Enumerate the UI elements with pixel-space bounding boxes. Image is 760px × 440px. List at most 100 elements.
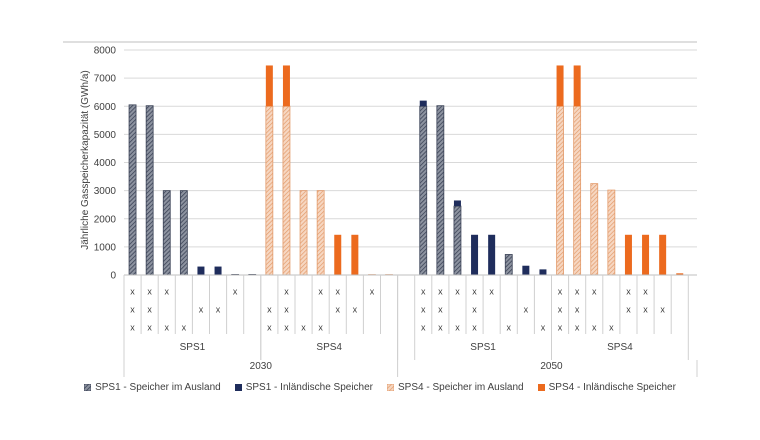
table-mark: x — [660, 305, 665, 315]
scenario-label: SPS4 — [316, 342, 342, 353]
table-mark: x — [541, 323, 546, 333]
table-mark: x — [592, 323, 597, 333]
bar-domestic — [556, 65, 564, 107]
table-mark: x — [165, 287, 170, 297]
table-mark: x — [507, 323, 512, 333]
bar-abroad — [282, 105, 291, 276]
bar-domestic — [351, 234, 359, 275]
y-tick-labels: 0 1000 2000 3000 4000 5000 6000 7000 8000 — [94, 46, 117, 282]
bar-domestic — [197, 266, 205, 275]
bar-abroad — [607, 189, 616, 276]
table-mark: x — [472, 305, 477, 315]
scenario-label: SPS1 — [470, 342, 496, 353]
bar-abroad — [145, 105, 154, 276]
legend-item-sps1-domestic: SPS1 - Inländische Speicher — [234, 381, 373, 393]
table-mark: x — [489, 287, 494, 297]
table-mark: x — [421, 305, 426, 315]
legend-swatch-sps4-abroad — [387, 383, 394, 391]
table-mark: x — [438, 287, 443, 297]
bar-domestic — [624, 234, 632, 275]
legend-item-sps1-abroad: SPS1 - Speicher im Ausland — [84, 382, 221, 393]
legend-item-sps4-domestic: SPS4 - Inländische Speicher — [537, 381, 676, 393]
table-mark: x — [575, 305, 580, 315]
table-mark: x — [147, 323, 152, 333]
legend-swatch-sps4-domestic — [537, 383, 545, 391]
y-axis-label: Jährliche Gasspeicherkapazität (GWh/a) — [80, 70, 91, 250]
y-tick-label: 7000 — [94, 74, 117, 85]
bar-abroad — [504, 254, 513, 276]
bar-abroad — [573, 105, 582, 276]
table-mark: x — [318, 323, 323, 333]
table-mark: x — [558, 287, 563, 297]
table-mark: x — [370, 287, 375, 297]
table-mark: x — [284, 323, 289, 333]
bar-abroad — [299, 190, 308, 276]
y-tick-label: 0 — [110, 271, 116, 282]
table-mark: x — [592, 287, 597, 297]
legend-item-sps4-abroad: SPS4 - Speicher im Ausland — [387, 382, 524, 393]
y-tick-label: 2000 — [94, 214, 117, 225]
table-mark: x — [438, 305, 443, 315]
legend-label-sps1-domestic: SPS1 - Inländische Speicher — [245, 381, 373, 393]
bar-abroad — [419, 105, 428, 276]
bar-abroad — [128, 104, 137, 276]
year-label: 2030 — [250, 361, 273, 372]
bar-domestic — [522, 265, 530, 275]
table-mark: x — [318, 287, 323, 297]
legend-swatch-sps1-abroad — [84, 383, 92, 391]
table-mark: x — [353, 305, 358, 315]
table-mark: x — [421, 287, 426, 297]
bar-domestic — [659, 234, 667, 275]
table-mark: x — [438, 323, 443, 333]
year-label: 2050 — [540, 361, 563, 372]
bar-domestic — [214, 266, 222, 275]
table-mark: x — [147, 305, 152, 315]
table-mark: x — [455, 287, 460, 297]
legend-label-sps4-domestic: SPS4 - Inländische Speicher — [548, 381, 676, 393]
table-mark: x — [472, 323, 477, 333]
table-mark: x — [575, 323, 580, 333]
bar-domestic — [642, 234, 650, 275]
table-mark: x — [130, 305, 135, 315]
bar-domestic — [265, 65, 273, 107]
table-mark: x — [130, 287, 135, 297]
scenario-label: SPS1 — [180, 342, 206, 353]
bar-domestic — [453, 200, 461, 207]
bar-abroad — [556, 105, 564, 276]
table-mark: x — [233, 287, 238, 297]
bar-domestic — [573, 65, 581, 107]
table-mark: x — [267, 305, 272, 315]
table-mark: x — [626, 305, 631, 315]
table-mark: x — [130, 323, 135, 333]
table-mark: x — [626, 287, 631, 297]
table-mark: x — [455, 323, 460, 333]
table-mark: x — [216, 305, 221, 315]
bar-domestic — [282, 65, 290, 107]
scenario-label: SPS4 — [607, 342, 633, 353]
y-tick-label: 4000 — [94, 158, 117, 169]
bar-abroad — [590, 183, 599, 276]
bar-domestic — [488, 234, 496, 275]
bar-domestic — [676, 273, 684, 275]
table-mark: x — [643, 305, 648, 315]
bar-abroad — [179, 190, 188, 276]
table-mark: x — [609, 323, 614, 333]
y-tick-label: 1000 — [94, 242, 117, 253]
bar-abroad — [162, 190, 171, 276]
table-mark: x — [558, 305, 563, 315]
table-mark: x — [524, 305, 529, 315]
table-mark: x — [284, 287, 289, 297]
table-mark: x — [301, 323, 306, 333]
table-mark: x — [575, 287, 580, 297]
bar-domestic — [419, 100, 427, 107]
legend: SPS1 - Speicher im Ausland SPS1 - Inländ… — [0, 377, 760, 397]
table-mark: x — [336, 287, 341, 297]
table-mark: x — [199, 305, 204, 315]
table-mark: x — [165, 323, 170, 333]
table-mark: x — [147, 287, 152, 297]
table-mark: x — [558, 323, 563, 333]
legend-label-sps1-abroad: SPS1 - Speicher im Ausland — [95, 381, 221, 393]
table-mark: x — [643, 287, 648, 297]
